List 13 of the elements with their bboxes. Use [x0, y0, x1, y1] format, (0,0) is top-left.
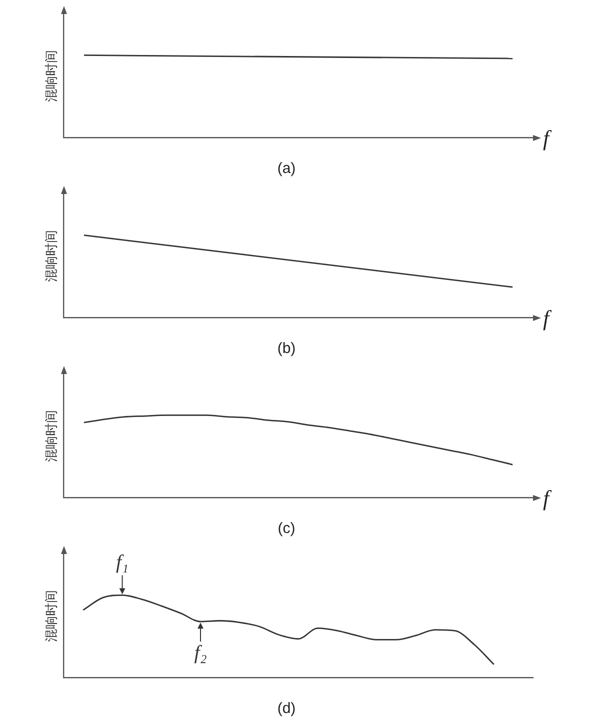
- y-axis-title: 混响时间: [43, 590, 58, 642]
- x-axis-title: f: [543, 305, 552, 330]
- y-axis-title: 混响时间: [43, 50, 58, 102]
- x-axis-title: f: [543, 485, 552, 510]
- annotation: f₁: [116, 551, 129, 574]
- text: (d): [277, 700, 296, 718]
- x-axis-title: f: [543, 125, 552, 150]
- text: (a): [277, 160, 296, 178]
- y-axis-title: 混响时间: [43, 410, 58, 462]
- annotation: f₂: [194, 642, 207, 664]
- text: (b): [277, 340, 296, 358]
- y-axis-title: 混响时间: [43, 230, 58, 282]
- text: (c): [278, 520, 296, 538]
